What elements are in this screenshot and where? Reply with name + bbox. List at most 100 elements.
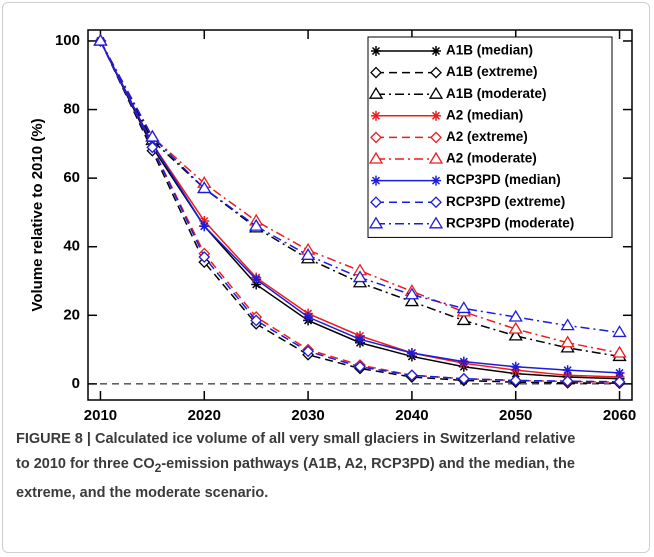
marker [508,309,523,322]
legend-label: RCP3PD (extreme) [446,194,565,209]
marker-shape [93,33,108,46]
y-tick-label: 0 [72,375,80,392]
legend-label: A1B (median) [446,43,533,58]
marker [370,196,382,209]
marker-shape [508,309,523,322]
marker-shape [428,86,444,99]
marker [431,46,441,56]
marker-shape [300,248,316,260]
marker [145,129,160,142]
marker [354,360,366,373]
marker [430,196,442,209]
marker [198,251,211,263]
marker-shape [430,131,442,144]
marker [612,325,627,338]
marker-shape [509,374,522,387]
marker [613,375,626,388]
marker [93,33,108,46]
marker-shape [354,360,366,373]
marker [368,216,384,229]
caption-text-end: -emission pathways (A1B, A2, RCP3PD) and… [16,456,575,501]
marker [428,86,444,99]
marker [352,270,368,283]
caption-label: FIGURE 8 | [16,431,91,447]
marker [561,375,574,388]
marker-shape [368,86,384,99]
marker-shape [370,196,382,209]
marker [371,110,381,121]
marker-shape [613,375,626,388]
legend-label: A2 (median) [446,107,523,122]
marker-shape [612,325,627,338]
marker-shape [302,345,315,358]
marker [300,248,316,260]
marker-shape [612,345,627,358]
marker-shape [404,294,420,307]
marker-shape [428,151,444,164]
marker-shape [560,335,575,348]
x-tick-label: 2040 [395,407,428,424]
marker [456,313,471,326]
marker [405,369,418,382]
marker [197,181,212,194]
marker [406,348,417,359]
marker-shape [197,181,212,194]
legend-label: A2 (extreme) [446,129,528,144]
marker [370,131,382,144]
marker [404,294,420,307]
marker-shape [368,216,384,229]
chart: Volume relative to 2010 (%) 020406080100… [29,29,636,424]
marker [430,131,442,144]
marker [428,216,444,229]
marker [562,365,573,376]
marker [430,66,442,79]
x-tick-label: 2050 [499,407,532,424]
x-tick-label: 2020 [188,407,221,424]
marker-shape [561,375,574,388]
marker [355,334,365,345]
marker [303,312,314,323]
x-tick-label: 2060 [603,407,636,424]
marker [458,356,469,367]
marker [457,372,470,385]
x-tick-label: 2030 [291,407,324,424]
marker-shape [352,270,368,283]
x-tick-label: 2010 [84,407,117,424]
marker-shape [508,328,523,341]
legend-label: A2 (moderate) [446,151,537,166]
caption-text: Calculated ice volume of all very small … [16,431,576,472]
caption: FIGURE 8 | Calculated ice volume of all … [16,427,576,506]
y-tick-label: 80 [63,101,80,118]
legend-label: RCP3PD (moderate) [446,215,574,230]
plot-frame [87,29,633,401]
marker [560,318,575,331]
marker-shape [370,66,382,79]
marker-shape [368,151,384,164]
marker [250,314,263,327]
legend-label: RCP3PD (median) [446,172,561,187]
marker [371,175,381,186]
marker-shape [560,318,575,331]
marker-shape [428,216,444,229]
marker [249,218,264,231]
marker-shape [430,196,442,209]
marker-shape [146,141,159,154]
marker-shape [370,131,382,144]
marker [510,361,521,372]
legend-label: A1B (extreme) [446,64,538,79]
y-tick-label: 40 [63,238,80,255]
series-line [99,40,620,354]
series-line [99,40,620,384]
marker-shape [404,287,420,300]
marker [431,175,441,186]
y-axis-label: Volume relative to 2010 (%) [29,118,46,311]
marker [560,335,575,348]
marker [431,110,441,121]
marker [370,66,382,79]
y-tick-label: 60 [63,169,80,186]
marker [146,141,159,154]
marker [368,86,384,99]
marker-shape [457,372,470,385]
